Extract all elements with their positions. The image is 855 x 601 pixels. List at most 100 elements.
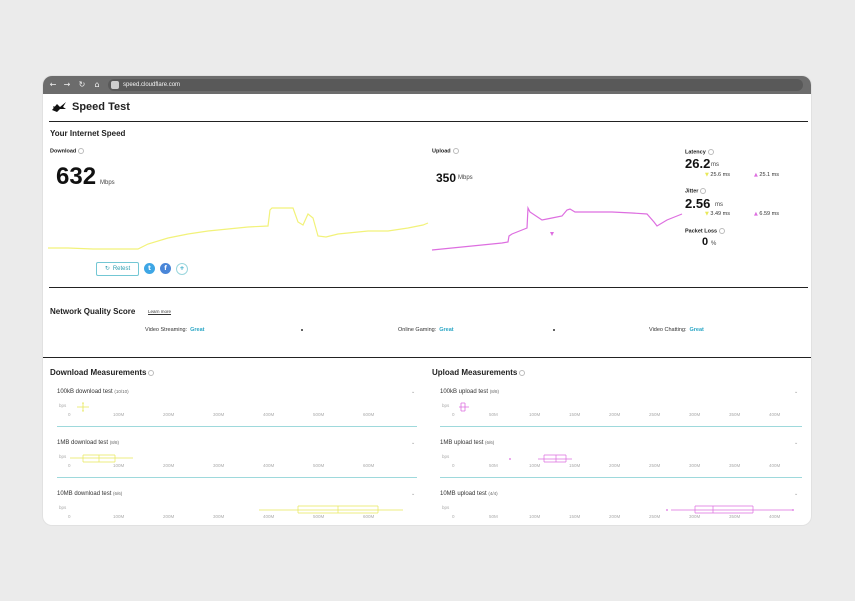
jitter-unit: ms bbox=[715, 202, 723, 208]
latency-upload: ▲ 25.1 ms bbox=[754, 172, 779, 178]
chevron-down-icon[interactable]: ⌄ bbox=[794, 491, 799, 497]
axis-tick: 400M bbox=[263, 514, 275, 519]
axis-tick: 300M bbox=[689, 514, 701, 519]
axis-tick: 0 bbox=[452, 412, 455, 417]
info-icon[interactable] bbox=[519, 369, 526, 376]
site-info-icon[interactable] bbox=[111, 81, 119, 89]
axis-tick: 400M bbox=[769, 463, 781, 468]
outlier-point bbox=[509, 458, 511, 460]
row-separator bbox=[57, 477, 417, 478]
latency-download: ▼ 25.6 ms bbox=[705, 172, 730, 178]
packet-loss-value: 0 bbox=[702, 236, 709, 248]
axis-tick: 200M bbox=[609, 412, 621, 417]
axis-unit: bps bbox=[442, 403, 450, 408]
arrow-up-icon: ▲ bbox=[754, 211, 758, 217]
axis-tick: 350M bbox=[729, 412, 741, 417]
forward-icon[interactable]: → bbox=[63, 80, 71, 89]
facebook-share-icon[interactable]: f bbox=[160, 263, 171, 274]
back-icon[interactable]: ← bbox=[49, 80, 57, 89]
upload-label: Upload bbox=[432, 148, 459, 155]
jitter-value: 2.56 bbox=[685, 196, 711, 211]
retest-icon: ↻ bbox=[104, 265, 110, 272]
chevron-down-icon[interactable]: ⌄ bbox=[411, 440, 416, 446]
box-whisker bbox=[459, 402, 469, 412]
chevron-down-icon[interactable]: ⌄ bbox=[794, 389, 799, 395]
upload-marker-small bbox=[550, 232, 554, 236]
address-bar[interactable]: speed.cloudflare.com bbox=[108, 79, 803, 91]
latency-label: Latency bbox=[685, 149, 714, 156]
row-separator bbox=[440, 426, 802, 427]
latency-value: 26.2 bbox=[685, 156, 711, 171]
more-share-icon[interactable]: + bbox=[176, 263, 188, 275]
retest-label: Retest bbox=[112, 266, 131, 272]
info-icon[interactable] bbox=[148, 369, 155, 376]
download-unit: Mbps bbox=[100, 180, 115, 186]
axis-tick: 400M bbox=[769, 412, 781, 417]
axis-tick: 150M bbox=[569, 463, 581, 468]
browser-window: ← → ↻ ⌂ speed.cloudflare.com Speed Test … bbox=[43, 76, 811, 525]
download-measurements-title: Download Measurements bbox=[50, 368, 155, 378]
page-title: Speed Test bbox=[72, 101, 130, 113]
retest-button[interactable]: ↻ Retest bbox=[96, 262, 139, 276]
axis-unit: bps bbox=[59, 505, 67, 510]
axis-tick: 250M bbox=[649, 412, 661, 417]
test-title: 1MB upload test (6/6) bbox=[440, 440, 495, 446]
video-chatting-score: Video Chatting: Great bbox=[649, 327, 704, 333]
axis-tick: 300M bbox=[213, 412, 225, 417]
info-icon[interactable] bbox=[719, 228, 726, 234]
axis-tick: 200M bbox=[609, 514, 621, 519]
speed-test-logo-icon bbox=[52, 102, 66, 112]
boxplot-100kb bbox=[77, 402, 89, 412]
speed-divider bbox=[49, 287, 808, 288]
box-whisker bbox=[70, 454, 133, 463]
test-title: 100kB upload test (8/8) bbox=[440, 389, 499, 395]
axis-tick: 500M bbox=[313, 463, 325, 468]
axis-tick: 500M bbox=[313, 412, 325, 417]
axis-tick: 400M bbox=[263, 463, 275, 468]
axis-tick: 100M bbox=[529, 463, 541, 468]
axis-tick: 0 bbox=[452, 514, 455, 519]
axis-tick: 100M bbox=[529, 514, 541, 519]
info-icon[interactable] bbox=[452, 148, 459, 154]
axis-tick: 600M bbox=[363, 514, 375, 519]
row-separator bbox=[440, 477, 802, 478]
outlier-point bbox=[792, 509, 794, 511]
page-header: Speed Test bbox=[43, 94, 811, 122]
arrow-up-icon: ▲ bbox=[754, 172, 758, 178]
test-title: 100kB download test (10/10) bbox=[57, 389, 129, 395]
axis-tick: 250M bbox=[649, 463, 661, 468]
info-icon[interactable] bbox=[700, 188, 707, 194]
axis-tick: 400M bbox=[769, 514, 781, 519]
boxplot-1mb-up bbox=[509, 454, 572, 463]
home-icon[interactable]: ⌂ bbox=[94, 80, 100, 89]
reload-icon[interactable]: ↻ bbox=[78, 80, 86, 89]
boxplot-100kb-up bbox=[459, 402, 469, 412]
network-divider bbox=[43, 357, 811, 358]
header-divider bbox=[49, 121, 808, 122]
axis-tick: 100M bbox=[113, 463, 125, 468]
learn-more-link[interactable]: Learn more bbox=[148, 309, 172, 314]
download-label: Download bbox=[50, 148, 85, 155]
latency-unit: ms bbox=[711, 162, 719, 168]
twitter-share-icon[interactable]: t bbox=[144, 263, 155, 274]
axis-tick: 100M bbox=[113, 412, 125, 417]
boxplot-10mb bbox=[259, 505, 403, 514]
axis-tick: 200M bbox=[163, 463, 175, 468]
info-icon[interactable] bbox=[707, 149, 714, 155]
axis-tick: 300M bbox=[689, 412, 701, 417]
axis-tick: 50M bbox=[489, 412, 498, 417]
axis-tick: 600M bbox=[363, 463, 375, 468]
box-whisker bbox=[671, 505, 793, 514]
box-whisker bbox=[538, 454, 572, 463]
chevron-down-icon[interactable]: ⌄ bbox=[411, 491, 416, 497]
axis-tick: 300M bbox=[213, 463, 225, 468]
chevron-down-icon[interactable]: ⌄ bbox=[411, 389, 416, 395]
chevron-down-icon[interactable]: ⌄ bbox=[794, 440, 799, 446]
info-icon[interactable] bbox=[78, 148, 85, 154]
axis-unit: bps bbox=[59, 454, 67, 459]
test-title: 1MB download test (8/8) bbox=[57, 440, 119, 446]
axis-tick: 350M bbox=[729, 514, 741, 519]
internet-speed-title: Your Internet Speed bbox=[50, 129, 126, 138]
separator-dot bbox=[553, 329, 555, 331]
upload-speed-graph bbox=[431, 205, 683, 251]
